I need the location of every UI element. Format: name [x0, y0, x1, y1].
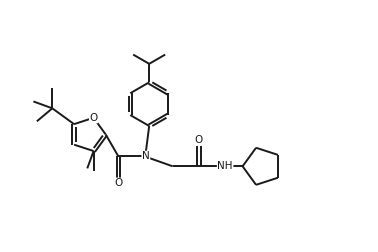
Text: O: O: [90, 113, 98, 123]
Text: N: N: [142, 151, 150, 161]
Text: O: O: [114, 178, 122, 188]
Text: O: O: [195, 135, 203, 145]
Text: NH: NH: [217, 161, 233, 171]
